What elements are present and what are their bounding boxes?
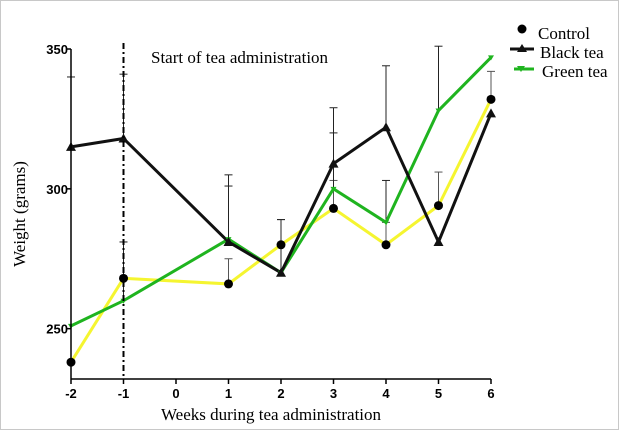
series-line-black-tea (70, 112, 493, 275)
point-control (276, 240, 286, 250)
x-tick-label: -1 (118, 386, 130, 401)
point-control (119, 273, 128, 283)
legend: Control Black tea Green tea (510, 24, 608, 81)
point-control (486, 94, 496, 104)
annotation-label: Start of tea administration (151, 48, 329, 67)
legend-entry-green-tea: Green tea (514, 62, 608, 81)
markers-layer (66, 55, 496, 367)
point-control (381, 240, 391, 250)
point-black-tea (381, 122, 391, 132)
x-tick-label: -2 (65, 386, 77, 401)
point-black-tea (223, 236, 234, 246)
point-control (329, 203, 338, 213)
point-black-tea (276, 267, 286, 277)
series-lines-layer (69, 56, 493, 364)
y-axis-label: Weight (grams) (10, 161, 29, 267)
point-control (434, 201, 443, 211)
point-black-tea (328, 158, 339, 168)
point-green-tea (488, 55, 494, 61)
series-line-control (69, 98, 493, 364)
point-green-tea (383, 220, 389, 226)
x-tick-label: 2 (277, 386, 284, 401)
legend-entry-control: Control (517, 24, 590, 43)
legend-marker-black-tea (517, 44, 527, 52)
x-tick-label: 1 (225, 386, 232, 401)
legend-marker-green-tea (517, 66, 525, 72)
point-green-tea (330, 186, 337, 192)
x-tick-label: 0 (172, 386, 179, 401)
point-green-tea (435, 108, 442, 114)
axes-layer (66, 48, 492, 384)
legend-marker-control (517, 24, 527, 34)
x-axis-label: Weeks during tea administration (161, 405, 382, 424)
series-line-green-tea (70, 56, 493, 328)
error-bars-layer (67, 45, 495, 301)
x-tick-label: 5 (435, 386, 442, 401)
y-tick-label: 300 (46, 182, 68, 197)
y-tick-label: 250 (46, 322, 68, 337)
x-tick-label: 3 (330, 386, 337, 401)
legend-entry-black-tea: Black tea (510, 43, 604, 62)
legend-label-green-tea: Green tea (542, 62, 608, 81)
point-black-tea (486, 108, 496, 118)
y-tick-label: 350 (46, 42, 68, 57)
x-tick-label: 6 (487, 386, 494, 401)
point-black-tea (433, 236, 444, 246)
point-control (224, 279, 233, 289)
legend-label-control: Control (538, 24, 590, 43)
point-green-tea (120, 298, 127, 304)
x-tick-label: 4 (382, 386, 390, 401)
tick-labels-layer: -2 -1 0 1 2 3 4 5 6 250 300 350 (46, 42, 494, 401)
legend-label-black-tea: Black tea (540, 43, 604, 62)
